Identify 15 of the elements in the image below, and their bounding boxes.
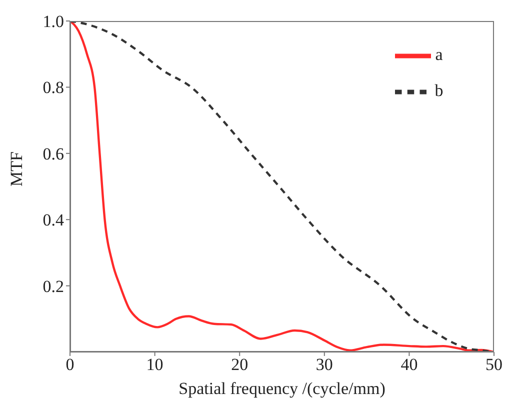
- y-tick-label: 0.4: [42, 210, 64, 230]
- x-axis-title: Spatial frequency /(cycle/mm): [178, 379, 386, 398]
- y-tick-label: 1.0: [42, 12, 64, 32]
- y-tick-label: 0.8: [42, 78, 64, 98]
- x-tick-label: 10: [146, 355, 164, 374]
- y-tick-label: 0.6: [42, 144, 64, 164]
- y-tick-label: 0.2: [42, 276, 64, 296]
- x-tick-label: 30: [316, 355, 333, 374]
- x-tick-label: 50: [486, 355, 502, 374]
- x-tick-label: 0: [66, 355, 74, 374]
- y-axis-title: MTF: [7, 152, 26, 186]
- legend-label: b: [434, 80, 444, 100]
- x-tick-label: 40: [400, 355, 418, 374]
- x-tick-label: 20: [231, 355, 248, 374]
- legend-label: a: [435, 44, 443, 64]
